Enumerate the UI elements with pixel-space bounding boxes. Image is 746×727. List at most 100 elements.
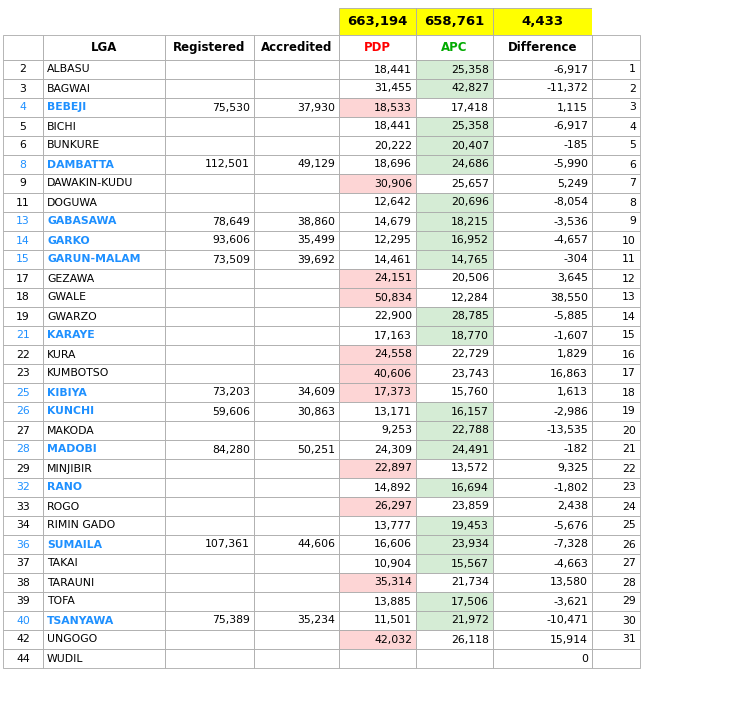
Bar <box>493 231 592 250</box>
Text: -7,328: -7,328 <box>553 539 588 550</box>
Text: 14,461: 14,461 <box>374 254 412 265</box>
Text: -6,917: -6,917 <box>553 121 588 132</box>
Bar <box>3 269 43 288</box>
Bar <box>493 535 592 554</box>
Bar <box>43 250 165 269</box>
Bar <box>592 364 640 383</box>
Bar <box>592 516 640 535</box>
Bar <box>493 649 592 668</box>
Text: 22,897: 22,897 <box>374 464 412 473</box>
Bar <box>3 497 43 516</box>
Text: UNGOGO: UNGOGO <box>47 635 97 645</box>
Text: 11,501: 11,501 <box>374 616 412 625</box>
Text: GEZAWA: GEZAWA <box>47 273 94 284</box>
Text: -304: -304 <box>563 254 588 265</box>
Text: 13,580: 13,580 <box>550 577 588 587</box>
Bar <box>43 364 165 383</box>
Text: BEBEJI: BEBEJI <box>47 103 87 113</box>
Text: -185: -185 <box>563 140 588 150</box>
Bar <box>3 326 43 345</box>
Bar <box>165 364 254 383</box>
Text: 18,770: 18,770 <box>451 331 489 340</box>
Text: 1,613: 1,613 <box>557 387 588 398</box>
Text: 35,499: 35,499 <box>297 236 335 246</box>
Text: -6,917: -6,917 <box>553 65 588 74</box>
Bar <box>43 440 165 459</box>
Text: GARKO: GARKO <box>47 236 90 246</box>
Bar <box>43 516 165 535</box>
Bar <box>416 649 493 668</box>
Bar <box>592 98 640 117</box>
Bar <box>493 288 592 307</box>
Bar <box>43 35 165 60</box>
Bar <box>254 212 339 231</box>
Text: 2: 2 <box>629 84 636 94</box>
Bar <box>165 8 254 35</box>
Bar <box>416 535 493 554</box>
Bar <box>493 478 592 497</box>
Text: 17: 17 <box>622 369 636 379</box>
Bar <box>3 98 43 117</box>
Bar <box>592 649 640 668</box>
Bar <box>43 136 165 155</box>
Text: 16,694: 16,694 <box>451 483 489 492</box>
Bar <box>3 136 43 155</box>
Bar <box>416 497 493 516</box>
Bar <box>43 174 165 193</box>
Bar <box>493 79 592 98</box>
Text: 5,249: 5,249 <box>557 179 588 188</box>
Bar <box>254 288 339 307</box>
Bar <box>339 35 416 60</box>
Bar <box>493 402 592 421</box>
Text: 37,930: 37,930 <box>297 103 335 113</box>
Bar <box>339 497 416 516</box>
Bar <box>592 155 640 174</box>
Bar <box>339 136 416 155</box>
Text: 34,609: 34,609 <box>297 387 335 398</box>
Text: 25,358: 25,358 <box>451 65 489 74</box>
Text: 3,645: 3,645 <box>557 273 588 284</box>
Bar <box>254 79 339 98</box>
Text: 20,222: 20,222 <box>374 140 412 150</box>
Bar <box>43 649 165 668</box>
Text: 14,679: 14,679 <box>374 217 412 227</box>
Text: 107,361: 107,361 <box>205 539 250 550</box>
Text: 658,761: 658,761 <box>424 15 485 28</box>
Bar <box>416 269 493 288</box>
Bar <box>416 174 493 193</box>
Text: -1,607: -1,607 <box>553 331 588 340</box>
Bar <box>3 516 43 535</box>
Text: 44,606: 44,606 <box>297 539 335 550</box>
Bar <box>165 592 254 611</box>
Bar <box>493 193 592 212</box>
Text: 30: 30 <box>622 616 636 625</box>
Text: 22,788: 22,788 <box>451 425 489 435</box>
Bar <box>3 535 43 554</box>
Text: 24,151: 24,151 <box>374 273 412 284</box>
Bar <box>592 212 640 231</box>
Text: 13: 13 <box>16 217 30 227</box>
Text: 16,863: 16,863 <box>550 369 588 379</box>
Text: 50,834: 50,834 <box>374 292 412 302</box>
Bar <box>254 364 339 383</box>
Bar <box>416 98 493 117</box>
Bar <box>493 35 592 60</box>
Bar <box>592 326 640 345</box>
Bar <box>3 554 43 573</box>
Bar <box>592 307 640 326</box>
Bar <box>165 136 254 155</box>
Bar <box>254 155 339 174</box>
Bar <box>592 535 640 554</box>
Text: 1: 1 <box>629 65 636 74</box>
Bar <box>254 136 339 155</box>
Bar <box>592 35 640 60</box>
Bar <box>3 35 43 60</box>
Text: 14: 14 <box>622 311 636 321</box>
Bar <box>43 60 165 79</box>
Bar <box>254 250 339 269</box>
Bar <box>254 421 339 440</box>
Bar <box>592 478 640 497</box>
Bar <box>339 440 416 459</box>
Bar <box>165 516 254 535</box>
Bar <box>3 592 43 611</box>
